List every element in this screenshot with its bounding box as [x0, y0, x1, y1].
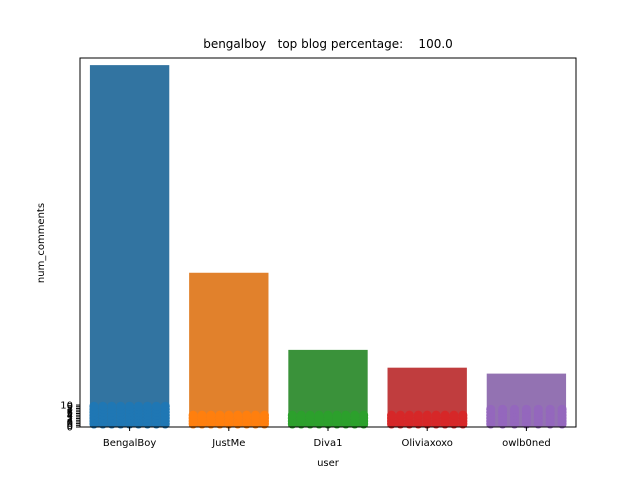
swarm-point	[449, 410, 459, 420]
chart-title: bengalboy top blog percentage: 100.0	[203, 37, 453, 51]
swarm-point	[224, 410, 234, 420]
swarm-point	[116, 401, 126, 411]
swarm-point	[233, 410, 243, 420]
swarm-point	[287, 410, 297, 420]
swarm-point	[350, 410, 360, 420]
y-tick-label: 3	[67, 412, 73, 423]
swarm-point	[359, 410, 369, 420]
swarm-point	[332, 410, 342, 420]
swarm-point	[251, 410, 261, 420]
y-tick-label: 0	[67, 419, 73, 430]
swarm-point	[458, 410, 468, 420]
swarm-point	[296, 410, 306, 420]
swarm-point	[323, 410, 333, 420]
x-tick-label: Diva1	[314, 438, 343, 449]
swarm-point	[242, 410, 252, 420]
swarm-point	[510, 404, 520, 414]
swarm-point	[545, 404, 555, 414]
y-tick-label: 0	[67, 423, 73, 434]
x-tick-label: BengalBoy	[103, 438, 157, 449]
bar-bengalboy	[89, 65, 170, 428]
swarm-point	[125, 401, 135, 411]
x-tick-label: JustMe	[211, 438, 245, 449]
x-tick-label: owlb0ned	[502, 438, 551, 449]
swarm-point	[197, 410, 207, 420]
plot-area	[89, 65, 567, 428]
swarm-point	[440, 410, 450, 420]
y-tick-label: 4	[67, 411, 73, 422]
swarm-point	[521, 404, 531, 414]
swarm-point	[387, 410, 397, 420]
y-tick-label: 1	[67, 416, 73, 427]
swarm-point	[98, 401, 108, 411]
y-axis-label: num_comments	[36, 203, 47, 283]
y-tick-label: 2	[67, 414, 73, 425]
y-tick-label: 0	[67, 421, 73, 432]
swarm-point	[341, 410, 351, 420]
swarm-points	[89, 401, 567, 429]
swarm-point	[215, 410, 225, 420]
swarm-point	[305, 410, 315, 420]
swarm-point	[160, 401, 170, 411]
swarm-point	[206, 410, 216, 420]
y-tick-label: 8	[67, 404, 73, 415]
y-tick-label: 6	[67, 407, 73, 418]
swarm-point	[89, 401, 99, 411]
swarm-point	[142, 401, 152, 411]
y-tick-label: 9	[67, 402, 73, 413]
swarm-point	[107, 401, 117, 411]
y-tick-label: 10	[60, 401, 73, 412]
swarm-point	[151, 401, 161, 411]
swarm-point	[422, 410, 432, 420]
swarm-point	[413, 410, 423, 420]
swarm-point	[431, 410, 441, 420]
y-tick-label: 7	[67, 406, 73, 417]
y-tick-label: 5	[67, 409, 73, 420]
x-axis-label: user	[317, 458, 340, 469]
swarm-point	[486, 404, 496, 414]
y-tick-label: 0	[67, 417, 73, 428]
swarm-point	[557, 404, 567, 414]
swarm-point	[314, 410, 324, 420]
swarm-point	[395, 410, 405, 420]
x-axis: BengalBoy JustMe Diva1 Oliviaxoxo owlb0ned	[103, 427, 551, 449]
swarm-point	[188, 410, 198, 420]
swarm-point	[404, 410, 414, 420]
swarm-point	[533, 404, 543, 414]
swarm-point	[134, 401, 144, 411]
swarm-point	[498, 404, 508, 414]
bar-justme	[189, 272, 269, 427]
x-tick-label: Oliviaxoxo	[401, 438, 452, 449]
swarm-point	[259, 410, 269, 420]
